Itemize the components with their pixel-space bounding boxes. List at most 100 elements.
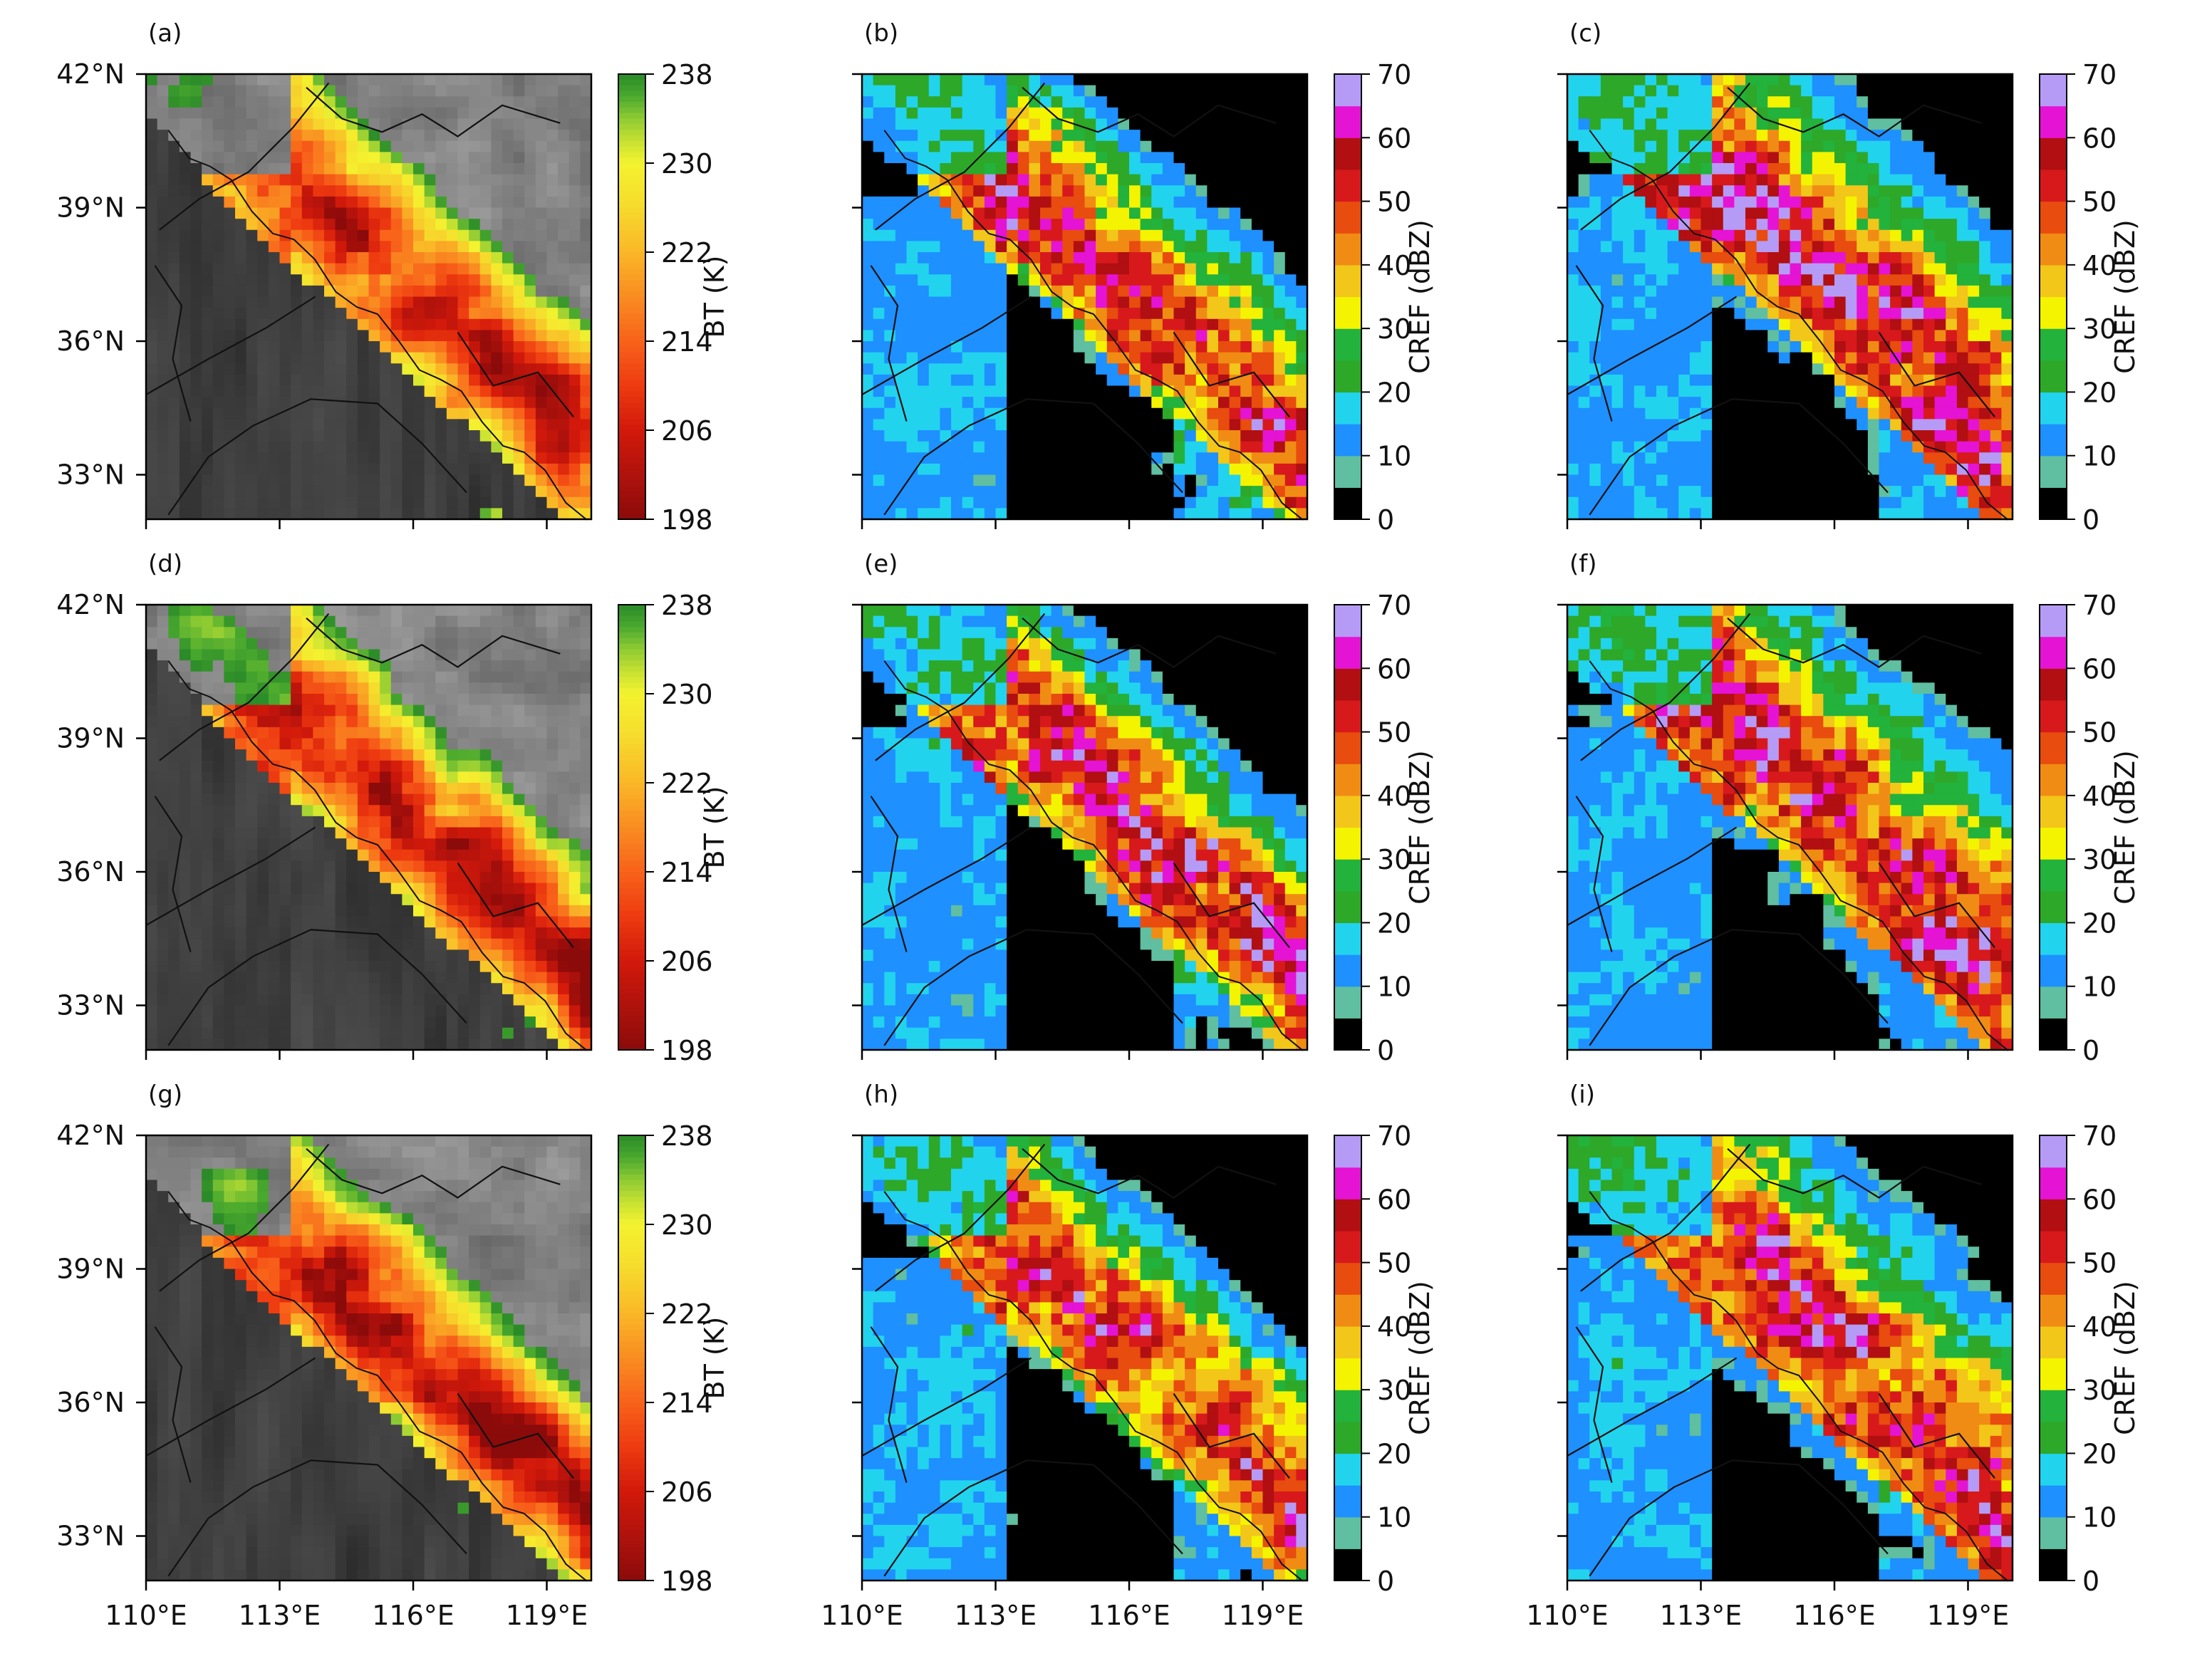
heatmap-cell — [1567, 196, 1579, 209]
heatmap-cell — [884, 441, 896, 453]
heatmap-cell — [940, 263, 952, 275]
heatmap-cell — [291, 407, 303, 420]
heatmap-cell — [535, 252, 548, 264]
heatmap-cell — [313, 296, 325, 308]
heatmap-cell — [368, 229, 380, 241]
heatmap-cell — [1934, 163, 1946, 175]
heatmap-cell — [1934, 85, 1946, 97]
heatmap-cell — [1207, 241, 1219, 253]
heatmap-cell — [1712, 274, 1724, 286]
heatmap-cell — [268, 430, 281, 442]
colorbar-segment — [618, 514, 645, 520]
heatmap-cell — [1656, 252, 1668, 264]
heatmap-cell — [1218, 486, 1230, 498]
heatmap-cell — [1823, 174, 1835, 186]
heatmap-cell — [435, 252, 447, 264]
heatmap-cell — [1140, 274, 1152, 286]
heatmap-cell — [190, 330, 202, 342]
heatmap-cell — [1723, 163, 1735, 175]
heatmap-cell — [873, 352, 885, 364]
heatmap-cell — [1040, 185, 1052, 197]
heatmap-cell — [1007, 419, 1019, 431]
heatmap-cell — [546, 185, 559, 197]
heatmap-cell — [1923, 341, 1936, 353]
heatmap-cell — [246, 274, 258, 286]
heatmap-cell — [1634, 85, 1646, 97]
heatmap-cell — [1589, 463, 1601, 476]
heatmap-cell — [1140, 152, 1152, 164]
heatmap-cell — [235, 140, 247, 152]
heatmap-cell — [951, 318, 963, 330]
heatmap-cell — [246, 474, 258, 486]
heatmap-cell — [1589, 397, 1601, 409]
heatmap-cell — [313, 463, 325, 476]
heatmap-cell — [1084, 152, 1096, 164]
heatmap-cell — [502, 397, 514, 409]
heatmap-cell — [1084, 496, 1096, 509]
heatmap-cell — [1634, 385, 1646, 397]
heatmap-cell — [1689, 363, 1702, 375]
heatmap-cell — [1623, 363, 1635, 375]
heatmap-cell — [1017, 85, 1029, 97]
heatmap-cell — [1812, 341, 1824, 353]
heatmap-cell — [1118, 229, 1130, 241]
heatmap-cell — [1274, 496, 1286, 509]
heatmap-cell — [940, 463, 952, 476]
heatmap-cell — [313, 385, 325, 397]
heatmap-cell — [1017, 308, 1029, 320]
heatmap-cell — [502, 185, 514, 197]
heatmap-cell — [1712, 85, 1724, 97]
heatmap-cell — [1934, 207, 1946, 219]
coastline — [1589, 130, 2009, 521]
heatmap-cell — [1734, 207, 1746, 219]
heatmap-cell — [513, 196, 525, 209]
heatmap-cell — [491, 229, 503, 241]
heatmap-cell — [580, 419, 592, 431]
heatmap-cell — [524, 363, 536, 375]
heatmap-cell — [179, 241, 192, 253]
heatmap-cell — [1251, 308, 1264, 320]
heatmap-cell — [524, 96, 536, 108]
heatmap-cell — [1567, 341, 1579, 353]
heatmap-cell — [368, 508, 380, 520]
heatmap-cell — [257, 508, 269, 520]
heatmap-cell — [1578, 107, 1590, 120]
heatmap-cell — [368, 452, 380, 464]
heatmap-cell — [1151, 140, 1163, 152]
heatmap-cell — [1084, 374, 1096, 387]
heatmap-cell — [1812, 229, 1824, 241]
heatmap-cell — [984, 185, 997, 197]
heatmap-cell — [918, 330, 930, 342]
heatmap-cell — [1990, 352, 2002, 364]
heatmap-cell — [469, 374, 481, 387]
heatmap-cell — [1634, 318, 1646, 330]
heatmap-cell — [1262, 252, 1274, 264]
colorbar-segment — [1334, 264, 1361, 298]
heatmap-cell — [1656, 140, 1668, 152]
heatmap-cell — [1207, 274, 1219, 286]
heatmap-cell — [1073, 430, 1086, 442]
heatmap-cell — [446, 130, 459, 142]
heatmap-cell — [895, 229, 908, 241]
heatmap-cell — [1578, 397, 1590, 409]
heatmap-cell — [179, 74, 192, 86]
heatmap-cell — [301, 374, 313, 387]
heatmap-cell — [1745, 496, 1757, 509]
heatmap-cell — [357, 385, 370, 397]
heatmap-cell — [235, 318, 247, 330]
heatmap-cell — [1173, 463, 1185, 476]
heatmap-cell — [1689, 274, 1702, 286]
heatmap-cell — [1207, 452, 1219, 464]
heatmap-cell — [1723, 118, 1735, 130]
heatmap-cell — [190, 207, 202, 219]
heatmap-cell — [1051, 452, 1063, 464]
heatmap-cell — [424, 285, 436, 298]
heatmap-cell — [918, 486, 930, 498]
heatmap-cell — [390, 285, 403, 298]
heatmap-cell — [1756, 486, 1768, 498]
heatmap-cell — [257, 118, 269, 130]
heatmap-cell — [479, 140, 492, 152]
heatmap-cell — [918, 241, 930, 253]
heatmap-cell — [146, 341, 158, 353]
heatmap-cell — [906, 341, 918, 353]
